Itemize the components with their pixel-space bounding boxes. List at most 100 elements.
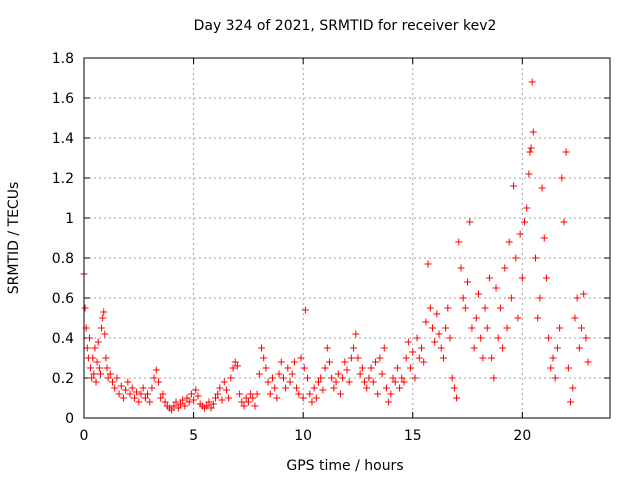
data-point-marker	[378, 370, 386, 378]
data-point-marker	[115, 390, 123, 398]
data-point-marker	[409, 348, 417, 356]
data-point-marker	[542, 274, 550, 282]
data-point-marker	[242, 394, 250, 402]
data-point-marker	[328, 374, 336, 382]
data-point-marker	[334, 370, 342, 378]
data-point-marker	[113, 374, 121, 382]
data-point-marker	[92, 378, 100, 386]
data-point-marker	[435, 330, 443, 338]
data-point-marker	[343, 366, 351, 374]
data-point-marker	[98, 324, 106, 332]
data-point-marker	[176, 400, 184, 408]
data-point-marker	[260, 354, 268, 362]
data-point-marker	[510, 182, 518, 190]
data-point-marker	[369, 378, 377, 386]
data-point-marker	[89, 354, 97, 362]
data-point-marker	[130, 394, 138, 402]
data-point-marker	[529, 128, 537, 136]
data-point-marker	[422, 318, 430, 326]
data-point-marker	[512, 254, 520, 262]
data-point-marker	[367, 364, 375, 372]
y-tick-label: 1.8	[52, 51, 74, 67]
data-point-marker	[439, 354, 447, 362]
data-point-marker	[376, 354, 384, 362]
data-point-marker	[317, 374, 325, 382]
data-point-marker	[514, 314, 522, 322]
data-point-marker	[279, 374, 287, 382]
grid-lines	[84, 58, 610, 418]
data-point-marker	[464, 278, 472, 286]
data-point-marker	[137, 390, 145, 398]
data-point-marker	[192, 386, 200, 394]
data-point-marker	[446, 334, 454, 342]
data-point-marker	[126, 390, 134, 398]
data-point-marker	[209, 400, 217, 408]
y-tick-label: 1	[65, 211, 74, 227]
data-point-marker	[540, 234, 548, 242]
y-tick-label: 0.4	[52, 331, 74, 347]
data-point-marker	[124, 378, 132, 386]
y-tick-label: 0.6	[52, 291, 74, 307]
data-point-marker	[247, 390, 255, 398]
data-point-marker	[268, 374, 276, 382]
data-point-marker	[108, 378, 116, 386]
data-point-marker	[354, 354, 362, 362]
data-point-marker	[345, 378, 353, 386]
data-point-marker	[229, 364, 237, 372]
data-point-marker	[584, 358, 592, 366]
data-point-marker	[236, 390, 244, 398]
y-tick-label: 0	[65, 411, 74, 427]
data-point-marker	[150, 374, 158, 382]
data-point-marker	[258, 344, 266, 352]
data-point-marker	[216, 384, 224, 392]
data-point-marker	[299, 394, 307, 402]
data-point-marker	[103, 364, 111, 372]
data-point-marker	[347, 354, 355, 362]
x-tick-label: 15	[404, 428, 422, 444]
data-point-marker	[187, 390, 195, 398]
data-point-marker	[93, 358, 101, 366]
data-point-marker	[168, 406, 176, 414]
data-point-marker	[507, 294, 515, 302]
data-point-marker	[264, 378, 272, 386]
data-point-marker	[479, 354, 487, 362]
data-point-marker	[528, 78, 536, 86]
data-point-marker	[492, 284, 500, 292]
data-point-marker	[133, 388, 141, 396]
data-point-marker	[155, 378, 163, 386]
data-point-marker	[490, 374, 498, 382]
data-point-marker	[90, 370, 98, 378]
data-point-marker	[457, 264, 465, 272]
data-point-marker	[148, 384, 156, 392]
data-point-marker	[181, 402, 189, 410]
data-point-marker	[389, 374, 397, 382]
x-tick-label: 0	[80, 428, 89, 444]
data-point-marker	[527, 144, 535, 152]
data-point-marker	[88, 374, 96, 382]
data-point-marker	[477, 334, 485, 342]
y-tick-label: 1.6	[52, 91, 74, 107]
data-point-marker	[271, 384, 279, 392]
data-point-marker	[407, 364, 415, 372]
data-point-marker	[575, 344, 583, 352]
data-point-marker	[526, 148, 534, 156]
data-point-marker	[582, 334, 590, 342]
x-tick-label: 20	[513, 428, 531, 444]
data-point-marker	[371, 358, 379, 366]
data-point-marker	[312, 394, 320, 402]
data-point-marker	[536, 294, 544, 302]
data-point-marker	[567, 398, 575, 406]
data-point-marker	[549, 354, 557, 362]
data-point-marker	[503, 324, 511, 332]
data-point-marker	[207, 404, 215, 412]
data-point-marker	[413, 334, 421, 342]
data-point-marker	[374, 390, 382, 398]
data-point-marker	[339, 374, 347, 382]
data-point-marker	[404, 338, 412, 346]
data-point-marker	[426, 304, 434, 312]
data-point-marker	[448, 374, 456, 382]
data-point-marker	[325, 358, 333, 366]
data-point-marker	[358, 364, 366, 372]
data-point-marker	[545, 334, 553, 342]
data-point-marker	[569, 384, 577, 392]
